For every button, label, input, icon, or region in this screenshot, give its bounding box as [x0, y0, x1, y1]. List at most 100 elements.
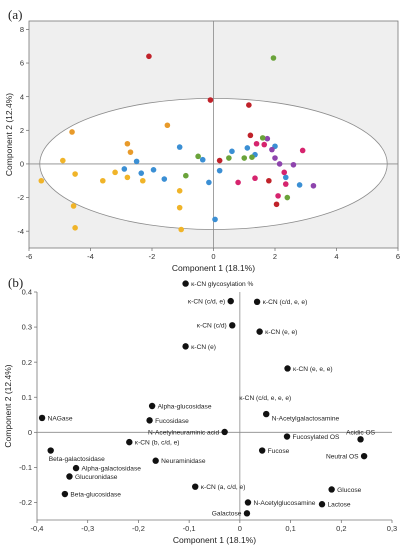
score-point: [276, 161, 283, 167]
x-tick-label: 4: [334, 252, 338, 261]
loading-label: Glucose: [337, 487, 362, 494]
x-tick-label: 0,1: [285, 524, 295, 533]
score-point: [282, 174, 289, 181]
loading-point: [243, 510, 251, 517]
score-point: [281, 169, 288, 176]
loading-point: [357, 436, 364, 443]
x-tick-label: 0: [211, 252, 215, 261]
y-axis-label: Component 2 (12.4%): [3, 364, 13, 447]
score-point: [212, 216, 218, 223]
score-point: [69, 129, 75, 135]
score-point: [252, 175, 258, 182]
score-point: [247, 132, 254, 139]
loading-label: κ-CN (e, e, e): [293, 366, 333, 373]
loading-point: [284, 365, 291, 372]
score-point: [229, 148, 235, 155]
loading-point: [258, 447, 266, 454]
loading-point: [66, 473, 73, 480]
score-point: [216, 167, 223, 174]
loading-point: [148, 402, 156, 410]
loading-point: [318, 501, 326, 508]
score-point: [176, 188, 183, 194]
score-point: [183, 172, 189, 179]
score-point: [216, 157, 223, 164]
y-tick-label: 0.1: [22, 393, 32, 402]
loading-point: [126, 438, 133, 446]
score-point: [264, 135, 271, 142]
score-point: [284, 194, 291, 201]
loading-label: κ-CN glycosylation %: [191, 281, 253, 288]
loading-label: Alpha-glucosidase: [158, 403, 212, 410]
x-axis-label: Component 1 (18.1%): [173, 535, 256, 545]
score-point: [272, 155, 278, 161]
score-point: [60, 157, 66, 164]
score-point: [150, 167, 157, 173]
score-point: [124, 140, 131, 147]
score-point: [241, 155, 248, 161]
loading-point: [47, 447, 54, 454]
score-point: [226, 155, 232, 161]
score-point: [261, 141, 268, 148]
loading-label: Acidic OS: [346, 429, 376, 436]
loading-point: [182, 280, 189, 287]
y-tick-label: 6: [20, 59, 24, 68]
x-axis-label: Component 1 (18.1%): [172, 263, 255, 273]
y-axis-label: Component 2 (12.4%): [4, 93, 14, 176]
y-tick-label: 0.2: [22, 358, 32, 367]
score-point: [112, 169, 118, 176]
x-tick-label: -6: [26, 252, 33, 261]
score-point: [282, 181, 289, 187]
loading-point: [146, 417, 153, 424]
score-point: [161, 176, 168, 182]
loading-label: κ-CN (c/d, e): [188, 299, 225, 306]
score-point: [290, 161, 297, 168]
pca-loadings-chart: (b) -0,4 -0,3 -0,2 -0,1 0 0,1 0,2 0,3 -0.2 -0.1 0 0…: [3, 275, 397, 545]
score-point: [127, 149, 134, 155]
score-point: [121, 166, 128, 172]
y-tick-label: 0.3: [22, 323, 32, 332]
y-tick-label: -0.2: [19, 498, 32, 507]
loading-label: κ-CN (b, c/d, e): [135, 440, 180, 447]
loading-point: [192, 483, 199, 490]
x-tick-label: -0,4: [31, 524, 44, 533]
x-tick-label: 0,3: [387, 524, 397, 533]
y-tick-label: 4: [20, 92, 24, 101]
loading-point: [221, 428, 228, 436]
score-point: [72, 225, 78, 231]
x-tick-label: -2: [149, 252, 156, 261]
score-point: [273, 201, 280, 208]
pca-scores-chart: (a) -6 -4 -2 0 2 4 6 -4 -2 0 2 4 6 8 Component 1 (18.1…: [4, 7, 400, 273]
score-point: [133, 158, 140, 165]
score-point: [199, 156, 206, 163]
score-point: [176, 144, 183, 150]
score-point: [138, 170, 145, 176]
score-point: [296, 182, 303, 188]
score-point: [178, 226, 185, 233]
loading-point: [360, 452, 368, 460]
loading-label: Neuraminidase: [161, 458, 206, 465]
y-tick-label: 0: [28, 428, 32, 437]
score-point: [310, 182, 317, 189]
loading-point: [38, 414, 46, 422]
score-point: [72, 171, 78, 177]
loading-label: Beta-glucosidase: [70, 491, 121, 498]
loading-label: κ-CN (c/d, e, e): [263, 299, 308, 306]
loading-label: N-Acetylgalactosamine: [272, 416, 340, 423]
loading-label: κ-CN (a, c/d, e): [201, 484, 246, 491]
score-point: [266, 177, 272, 184]
loading-point: [256, 328, 263, 335]
score-point: [176, 204, 183, 211]
loading-label: Neutral OS: [326, 454, 359, 461]
loading-label: κ-CN (c/d): [197, 323, 227, 330]
loading-point: [244, 499, 252, 506]
loading-label: κ-CN (c/d, e, e, e): [239, 395, 291, 402]
loading-label: Beta-galactosidase: [49, 456, 105, 463]
loading-point: [253, 298, 261, 306]
y-tick-label: 8: [20, 25, 24, 34]
score-point: [275, 193, 281, 199]
score-point: [207, 97, 214, 103]
x-tick-label: -0,3: [81, 524, 94, 533]
score-point: [244, 145, 251, 151]
loading-point: [61, 490, 69, 498]
score-point: [299, 147, 306, 154]
